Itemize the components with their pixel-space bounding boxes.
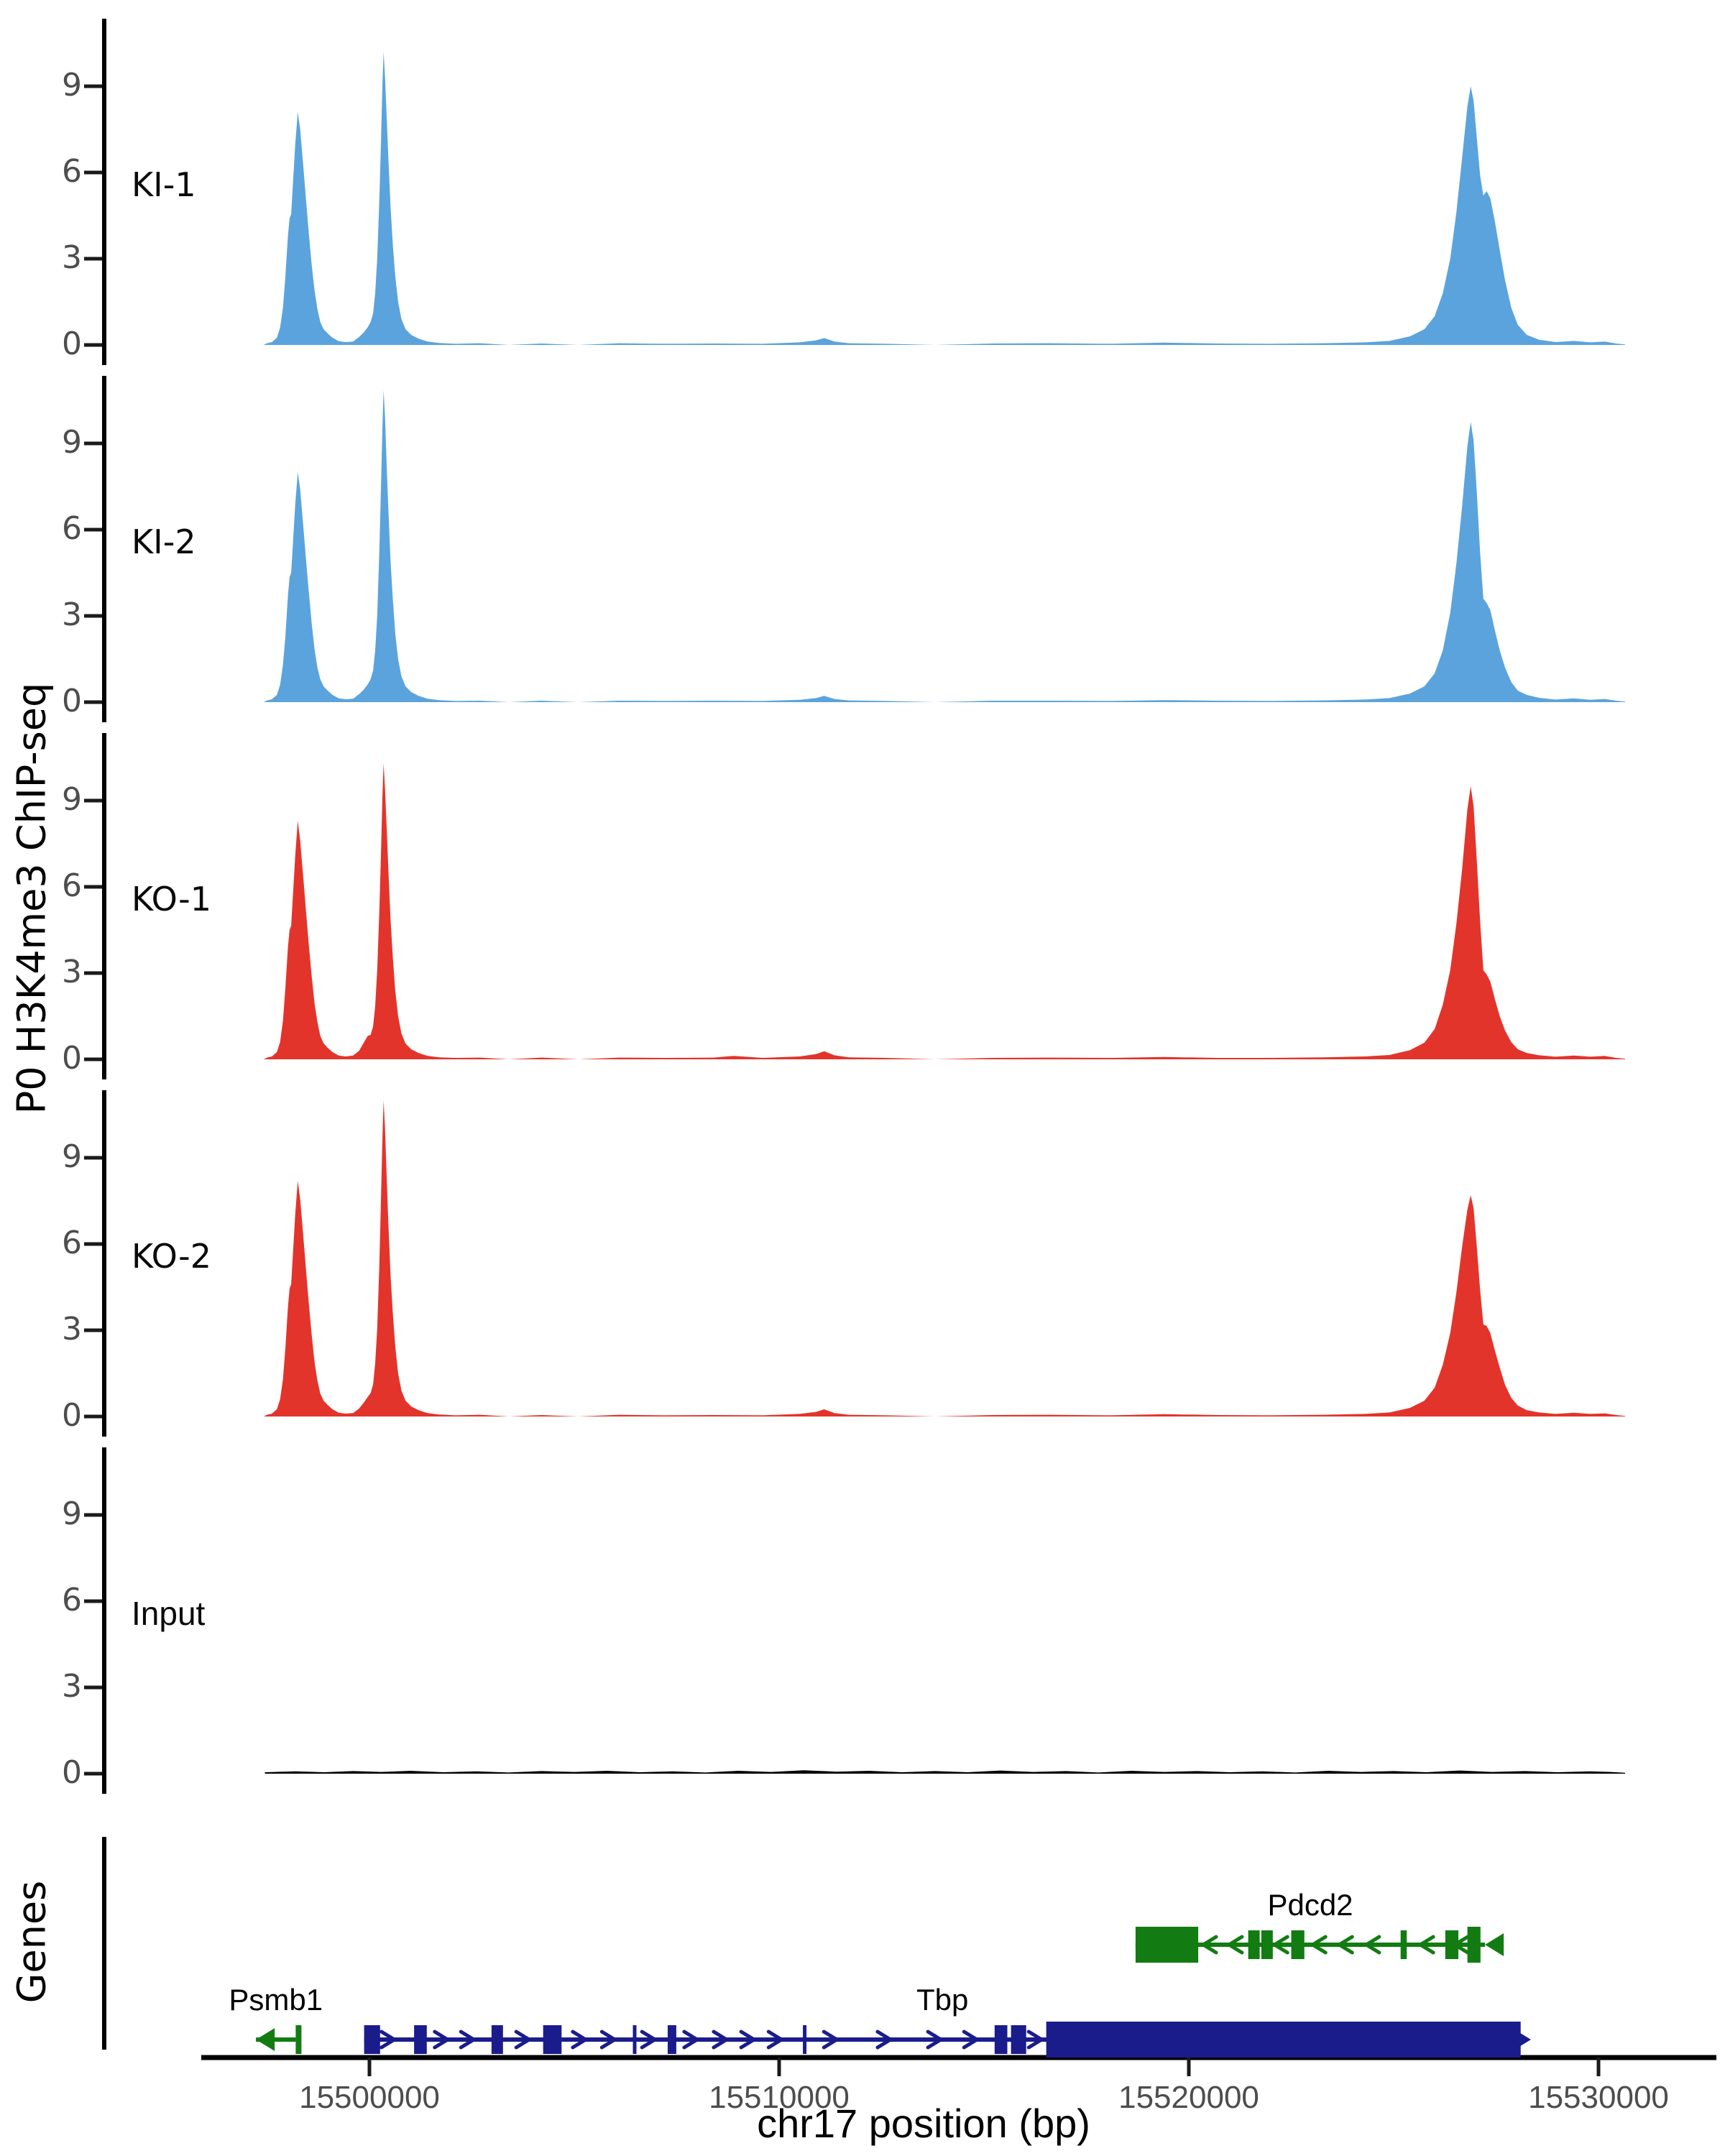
gene-exon (1400, 1930, 1407, 1959)
gene-strand-arrow (459, 2030, 476, 2050)
y-tick-label: 0 (62, 326, 82, 362)
gene-strand-arrow (1227, 1935, 1244, 1955)
x-tick-label: 15520000 (1118, 2080, 1259, 2115)
y-tick-label: 9 (62, 67, 82, 103)
gene-thick-exon (1046, 2022, 1521, 2058)
y-tick-label: 6 (62, 510, 82, 547)
gene-strand-arrow (739, 2030, 756, 2050)
track-label: KO-2 (132, 1237, 212, 1276)
gene-exon (667, 2025, 676, 2054)
gene-strand-arrow (571, 2030, 588, 2050)
gene-exon (491, 2025, 503, 2054)
gene-strand-arrow (1364, 1935, 1381, 1955)
gene-strand-arrow (712, 2030, 729, 2050)
genes-panel-title: Genes (9, 1880, 55, 2004)
y-tick-label: 6 (62, 1225, 82, 1261)
y-tick-label: 0 (62, 683, 82, 719)
track-area-KO-2 (263, 1100, 1626, 1416)
gene-strand-arrow (433, 2030, 450, 2050)
y-tick-label: 0 (62, 1040, 82, 1077)
gene-exon (295, 2025, 302, 2054)
track-label: KO-1 (132, 880, 212, 918)
gene-strand-arrow (875, 2030, 893, 2050)
gene-exon (632, 2025, 637, 2054)
x-tick-label: 15530000 (1528, 2080, 1669, 2115)
y-tick-label: 9 (62, 1496, 82, 1532)
x-tick-label: 15500000 (299, 2080, 440, 2115)
track-area-Input (264, 1770, 1626, 1774)
y-tick-label: 6 (62, 153, 82, 190)
gene-label: Pdcd2 (1267, 1888, 1353, 1922)
y-tick-label: 9 (62, 781, 82, 818)
gene-strand-arrow (766, 2030, 783, 2050)
gene-strand-arrow (599, 2030, 617, 2050)
y-tick-label: 6 (62, 867, 82, 904)
gene-strand-arrow (1310, 1935, 1328, 1955)
gene-strand-arrow (1337, 1935, 1354, 1955)
track-area-KO-1 (263, 763, 1626, 1059)
y-tick-label: 3 (62, 954, 82, 990)
y-tick-label: 9 (62, 1138, 82, 1175)
gene-strand-arrow (1026, 2030, 1044, 2050)
track-area-KI-2 (263, 390, 1626, 702)
y-tick-label: 3 (62, 239, 82, 276)
gene-exon (1291, 1930, 1305, 1959)
gene-label: Tbp (916, 1983, 969, 2017)
y-tick-label: 9 (62, 424, 82, 461)
y-tick-label: 3 (62, 1311, 82, 1348)
track-label: KI-2 (132, 522, 196, 561)
gene-exon (1248, 1930, 1260, 1959)
y-tick-label: 3 (62, 1668, 82, 1705)
gene-exon (543, 2025, 562, 2054)
gene-exon (1011, 2025, 1026, 2054)
gene-terminal-arrow (256, 2028, 275, 2051)
gene-strand-arrow (380, 2030, 397, 2050)
gene-exon (994, 2025, 1008, 2054)
gene-exon (414, 2025, 427, 2054)
gene-strand-arrow (682, 2030, 699, 2050)
gene-exon (803, 2025, 807, 2054)
y-tick-label: 6 (62, 1582, 82, 1618)
gene-strand-arrow (1418, 1935, 1435, 1955)
track-label: KI-1 (132, 165, 196, 204)
gene-thick-exon (1135, 1927, 1199, 1963)
x-axis-title: chr17 position (bp) (757, 2101, 1090, 2146)
y-tick-label: 3 (62, 596, 82, 633)
gene-strand-arrow (926, 2030, 943, 2050)
gene-exon (364, 2025, 380, 2054)
gene-strand-arrow (1201, 1935, 1218, 1955)
x-tick-label: 15510000 (709, 2080, 850, 2115)
track-label: Input (132, 1595, 206, 1632)
track-area-KI-1 (263, 52, 1626, 345)
y-tick-label: 0 (62, 1397, 82, 1434)
gene-label: Psmb1 (229, 1983, 323, 2017)
gene-exon (1445, 1930, 1459, 1959)
gene-thick-exon (1467, 1927, 1481, 1963)
gene-terminal-arrow (1512, 2028, 1531, 2051)
gene-exon (1261, 1930, 1273, 1959)
gene-strand-arrow (514, 2030, 531, 2050)
gene-strand-arrow (1272, 1935, 1289, 1955)
gene-strand-arrow (962, 2030, 979, 2050)
gene-strand-arrow (822, 2030, 839, 2050)
y-tick-label: 0 (62, 1754, 82, 1791)
gene-terminal-arrow (1485, 1933, 1504, 1956)
gene-strand-arrow (640, 2030, 657, 2050)
